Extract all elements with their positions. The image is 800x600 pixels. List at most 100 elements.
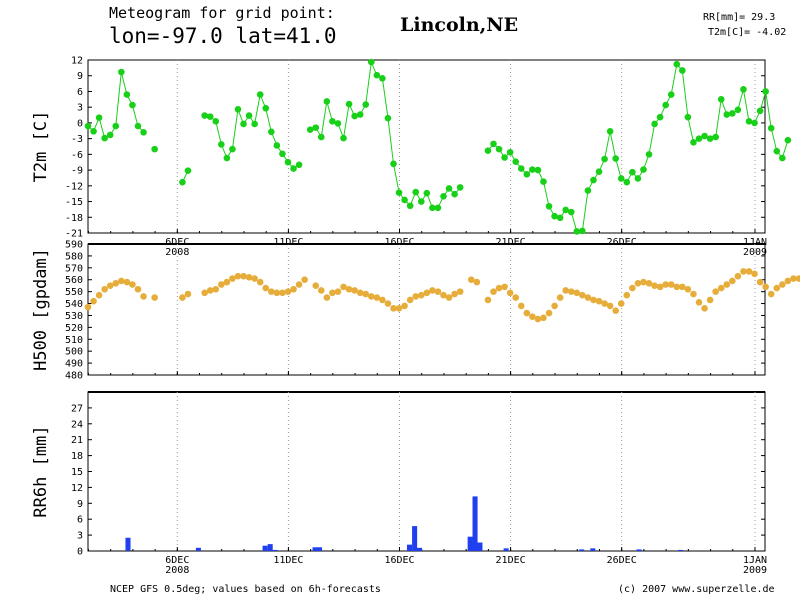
y-tick-label: -15	[65, 197, 83, 208]
t2m-point	[179, 178, 186, 186]
t2m-point	[590, 176, 597, 184]
t2m-point	[690, 139, 697, 146]
t2m-point	[317, 133, 325, 141]
h500-point	[712, 288, 719, 295]
t2m-point	[523, 170, 531, 178]
t2m-point	[312, 124, 320, 131]
h500-point	[495, 284, 503, 292]
h500-point	[151, 294, 158, 301]
h500-point	[262, 284, 270, 292]
h500-point	[629, 284, 636, 292]
t2m-point	[712, 133, 719, 141]
h500-point	[279, 289, 286, 297]
h500-point	[645, 280, 653, 287]
h500-point	[790, 275, 797, 282]
h500-point	[301, 276, 308, 284]
y-tick-label: 540	[65, 299, 83, 310]
t2m-point	[323, 98, 331, 105]
h500-point	[379, 296, 386, 304]
t2m-point	[756, 107, 764, 115]
t2m-point	[218, 141, 225, 148]
y-tick-label: -18	[65, 213, 83, 224]
t2m-point	[140, 129, 147, 136]
h500-point	[129, 281, 136, 288]
t2m-point	[367, 58, 375, 66]
t2m-point	[601, 155, 608, 163]
y-tick-label: 590	[65, 240, 83, 251]
t2m-point	[129, 101, 136, 109]
t2m-point	[390, 160, 397, 168]
t2m-point	[240, 120, 247, 128]
h500-point	[356, 289, 364, 297]
t2m-point	[434, 204, 442, 212]
t2m-series-line	[204, 92, 300, 170]
h500-point	[223, 278, 231, 286]
h500-point	[706, 296, 714, 304]
h500-point	[340, 283, 347, 291]
h500-point	[395, 305, 403, 312]
t2m-point	[534, 166, 542, 174]
t2m-point	[284, 158, 292, 166]
t2m-point	[345, 100, 353, 108]
t2m-point	[256, 91, 264, 98]
t2m-point	[717, 96, 725, 103]
h500-point	[140, 293, 147, 300]
h500-point	[206, 287, 214, 294]
title-line-2: lon=-97.0 lat=41.0	[109, 24, 337, 48]
y-axis-label: RR6h [mm]	[31, 425, 51, 517]
footer-credit: (c) 2007 www.superzelle.de	[618, 584, 775, 595]
t2m-point	[784, 136, 792, 144]
h500-point	[218, 281, 225, 288]
t2m-point	[356, 111, 364, 118]
t2m-point	[579, 227, 586, 235]
rr6h-bar	[412, 526, 418, 551]
y-tick-label: 9	[77, 71, 83, 82]
h500-point	[134, 285, 142, 293]
panel-frame	[87, 391, 766, 552]
y-tick-label: 21	[71, 435, 83, 446]
panel-frame	[87, 59, 766, 234]
t2m-point	[112, 122, 120, 130]
h500-point	[312, 282, 320, 289]
t2m-point	[373, 71, 381, 79]
x-tick-year-label: 2009	[743, 565, 767, 576]
location-name: Lincoln,NE	[400, 14, 519, 36]
h500-point	[517, 302, 525, 310]
h500-point	[595, 297, 603, 305]
footer-source: NCEP GFS 0.5deg; values based on 6h-fore…	[110, 584, 381, 595]
y-tick-label: -6	[71, 150, 83, 161]
x-tick-label: 26DEC	[607, 237, 637, 248]
t2m-point	[423, 189, 431, 197]
t2m-point	[556, 214, 564, 222]
h500-point	[690, 290, 697, 298]
y-tick-label: 0	[77, 118, 83, 129]
h500-point	[362, 290, 370, 298]
t2m-point	[440, 193, 447, 200]
x-tick-label: 21DEC	[496, 555, 526, 566]
h500-point	[179, 294, 186, 301]
h500-point	[201, 289, 208, 297]
t2m-point	[351, 112, 358, 120]
y-tick-label: 550	[65, 287, 83, 298]
t2m-point	[401, 196, 408, 204]
t2m-point	[384, 114, 392, 122]
panel-frame	[87, 243, 766, 376]
h500-point	[384, 300, 392, 307]
t2m-point	[262, 104, 270, 112]
y-tick-label: -12	[65, 181, 83, 192]
h500-point	[551, 302, 558, 310]
t2m-point	[90, 127, 97, 135]
x-tick-year-label: 2008	[165, 247, 189, 258]
h500-point	[673, 283, 681, 291]
t2m-point	[106, 131, 114, 139]
t2m-point	[212, 118, 220, 125]
t2m-point	[245, 112, 253, 119]
h500-point	[323, 294, 331, 301]
h500-point	[534, 315, 542, 323]
h500-point	[345, 285, 353, 293]
h500-point	[268, 288, 275, 295]
t2m-point	[740, 86, 747, 93]
title-line-1: Meteogram for grid point:	[109, 4, 335, 22]
y-axis-label: T2m [C]	[31, 111, 51, 183]
h500-point	[623, 291, 631, 299]
